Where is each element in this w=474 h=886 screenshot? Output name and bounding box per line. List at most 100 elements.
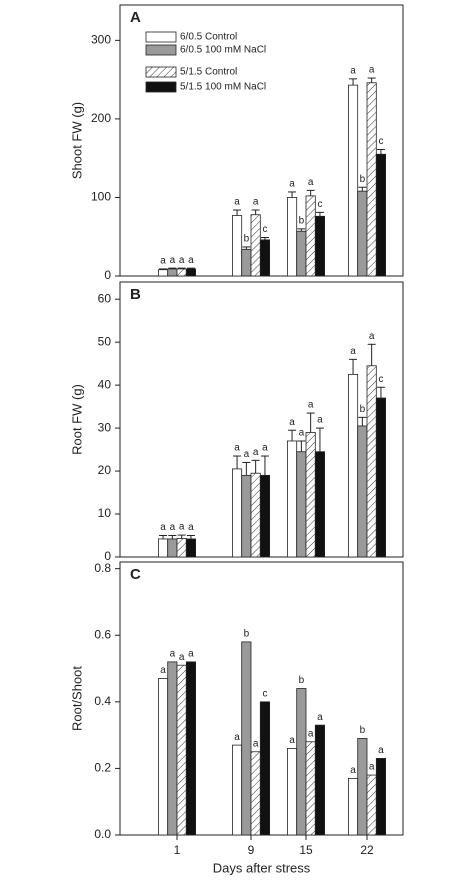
bar	[259, 239, 270, 277]
bar	[250, 214, 261, 277]
y-tick-label: 0	[104, 549, 111, 563]
legend-label: 6/0.5 100 mM NaCl	[180, 45, 266, 56]
bar	[375, 397, 386, 558]
bar	[167, 661, 178, 836]
bar	[167, 268, 178, 277]
y-tick-label: 10	[98, 506, 112, 520]
significance-letter: a	[369, 65, 375, 76]
significance-letter: a	[308, 728, 314, 739]
bar	[366, 365, 377, 558]
bar	[286, 197, 298, 277]
significance-letter: a	[253, 197, 259, 208]
bar	[241, 641, 252, 836]
bar	[305, 195, 316, 277]
significance-letter: a	[160, 665, 166, 676]
significance-letter: a	[188, 522, 194, 533]
significance-letter: a	[350, 65, 356, 76]
bar	[357, 190, 368, 277]
bar	[366, 82, 377, 277]
panel-label: A	[130, 9, 141, 26]
bar	[157, 538, 169, 558]
bar	[185, 538, 197, 558]
bar	[250, 751, 261, 836]
legend-label: 6/0.5 Control	[180, 32, 237, 43]
legend-swatch	[145, 31, 177, 43]
y-tick-label: 0.6	[94, 627, 111, 641]
y-axis-label: Shoot FW (g)	[69, 102, 84, 179]
bar	[259, 474, 270, 558]
significance-letter: a	[289, 417, 295, 428]
bar	[314, 451, 325, 558]
significance-letter: a	[170, 522, 176, 533]
significance-letter: a	[170, 255, 176, 266]
legend-swatch	[145, 66, 177, 78]
significance-letter: a	[378, 745, 384, 756]
panel-label: B	[130, 286, 141, 303]
bar	[347, 373, 359, 558]
significance-letter: a	[179, 255, 185, 266]
x-axis-label: Days after stress	[213, 860, 311, 875]
significance-letter: a	[289, 735, 295, 746]
significance-letter: a	[160, 256, 166, 267]
bar	[375, 758, 386, 836]
bar	[167, 538, 178, 558]
y-tick-label: 200	[91, 111, 111, 125]
significance-letter: b	[299, 675, 305, 686]
significance-letter: a	[369, 331, 375, 342]
bar	[357, 738, 368, 836]
bar	[176, 664, 187, 836]
legend-swatch	[145, 44, 177, 56]
significance-letter: b	[299, 216, 305, 227]
bar	[185, 661, 197, 836]
legend-label: 5/1.5 Control	[180, 67, 237, 78]
y-tick-label: 300	[91, 33, 111, 47]
significance-letter: a	[369, 762, 375, 773]
y-axis-label: Root FW (g)	[69, 384, 84, 455]
significance-letter: a	[289, 179, 295, 190]
significance-letter: b	[360, 725, 366, 736]
significance-letter: a	[179, 522, 185, 533]
significance-letter: c	[262, 688, 267, 699]
significance-letter: c	[378, 374, 383, 385]
panel-label: C	[130, 566, 141, 583]
bar	[286, 440, 298, 558]
significance-letter: a	[234, 732, 240, 743]
bar	[231, 744, 243, 836]
bar	[157, 269, 169, 277]
bar	[231, 468, 243, 558]
x-tick-label: 1	[174, 843, 181, 857]
significance-letter: b	[360, 174, 366, 185]
y-tick-label: 0	[104, 268, 111, 282]
y-tick-label: 0.8	[94, 561, 111, 575]
y-tick-label: 20	[98, 463, 112, 477]
bar	[157, 678, 169, 836]
bar	[286, 748, 298, 836]
bar	[357, 425, 368, 558]
significance-letter: a	[170, 649, 176, 660]
x-tick-label: 22	[360, 843, 374, 857]
significance-letter: a	[188, 255, 194, 266]
bar	[314, 215, 325, 277]
significance-letter: a	[350, 765, 356, 776]
x-tick-label: 9	[248, 843, 255, 857]
y-tick-label: 100	[91, 190, 111, 204]
significance-letter: a	[188, 649, 194, 660]
y-tick-label: 40	[98, 377, 112, 391]
bar	[176, 538, 187, 558]
significance-letter: a	[262, 443, 268, 454]
significance-letter: a	[317, 415, 323, 426]
y-tick-label: 50	[98, 334, 112, 348]
bar	[185, 268, 197, 277]
significance-letter: b	[360, 404, 366, 415]
y-axis-label: Root/Shoot	[69, 666, 84, 731]
significance-letter: a	[299, 428, 305, 439]
bar	[347, 84, 359, 277]
significance-letter: a	[253, 738, 259, 749]
significance-letter: b	[244, 234, 250, 245]
significance-letter: a	[160, 522, 166, 533]
significance-letter: c	[262, 224, 267, 235]
x-tick-label: 15	[299, 843, 313, 857]
significance-letter: c	[378, 136, 383, 147]
bar	[366, 774, 377, 836]
significance-letter: a	[234, 197, 240, 208]
